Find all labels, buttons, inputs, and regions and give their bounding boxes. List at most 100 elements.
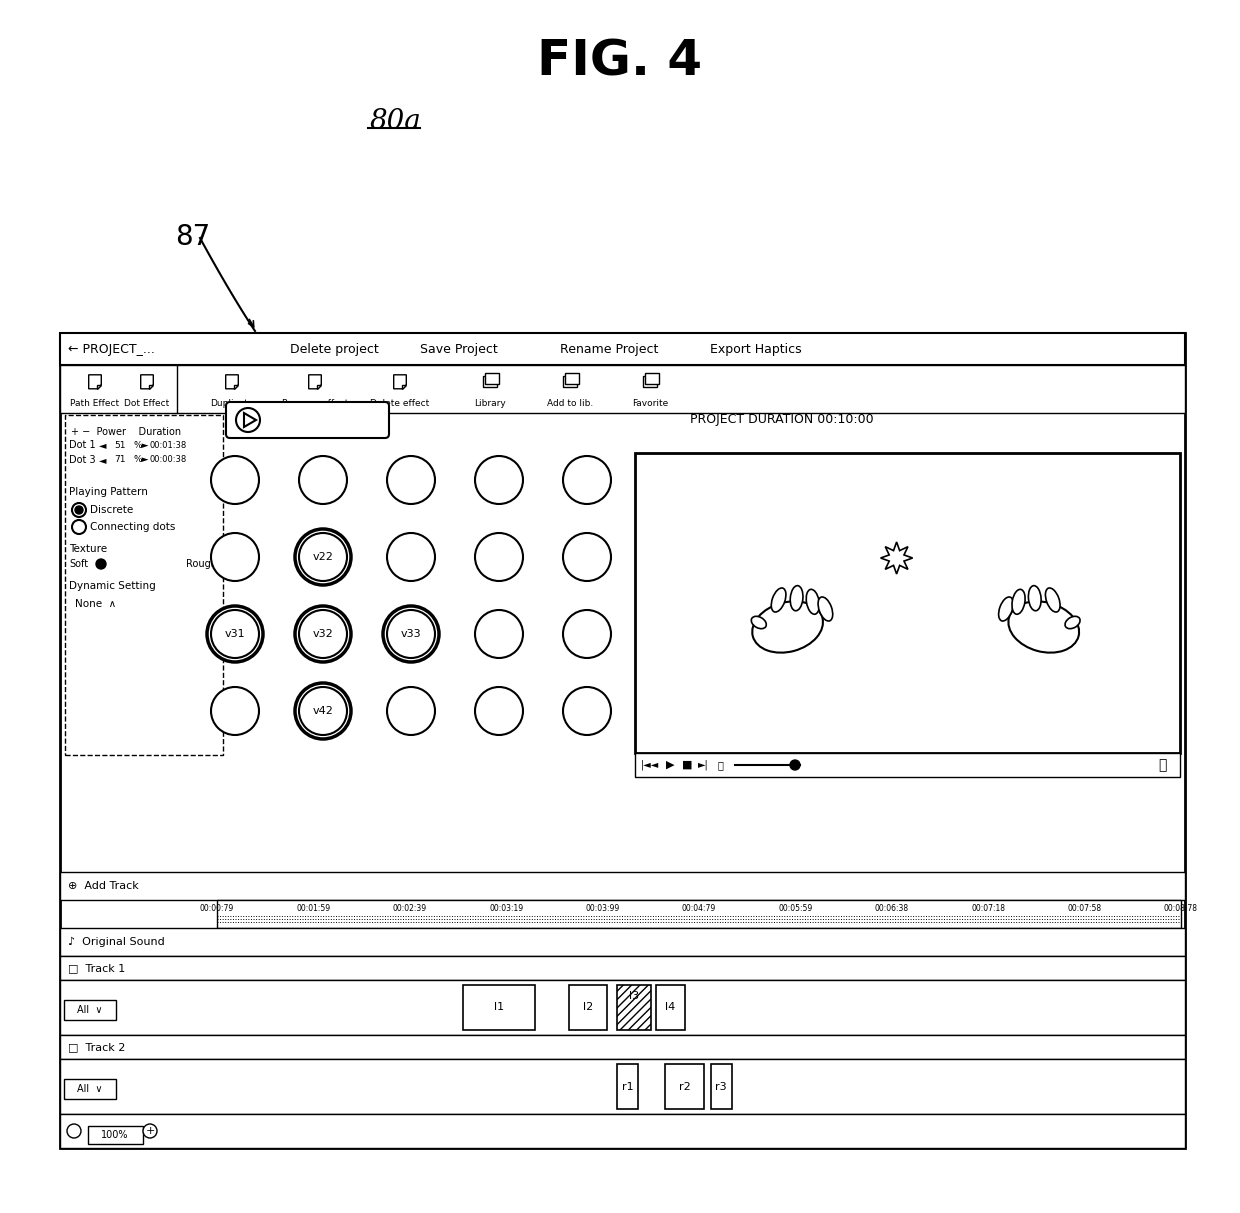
Text: Library: Library: [474, 399, 506, 408]
Circle shape: [563, 533, 611, 581]
Circle shape: [563, 456, 611, 503]
Text: All  ∨: All ∨: [77, 1006, 103, 1015]
Bar: [635, 753, 1180, 778]
Circle shape: [475, 456, 523, 503]
Text: Path Effect: Path Effect: [71, 399, 119, 408]
Text: Dot 1: Dot 1: [69, 440, 95, 450]
Ellipse shape: [771, 588, 786, 613]
Circle shape: [387, 533, 435, 581]
Bar: [60, 1059, 1185, 1114]
Circle shape: [387, 687, 435, 735]
Bar: [64, 1080, 117, 1099]
Circle shape: [211, 533, 259, 581]
Polygon shape: [880, 542, 913, 574]
Text: Dynamic Setting: Dynamic Setting: [69, 581, 156, 591]
Text: l3: l3: [629, 991, 639, 1001]
Text: None  ∧: None ∧: [74, 599, 117, 609]
Circle shape: [236, 408, 260, 432]
Text: ►|: ►|: [698, 759, 708, 770]
Text: Delete effect: Delete effect: [371, 399, 429, 408]
Text: Soft: Soft: [69, 559, 88, 569]
Text: 80a: 80a: [370, 108, 420, 135]
Text: ♪  Original Sound: ♪ Original Sound: [68, 936, 165, 947]
Circle shape: [299, 456, 347, 503]
Text: 00:07:58: 00:07:58: [1068, 904, 1101, 913]
Text: Connecting dots: Connecting dots: [91, 522, 175, 533]
Text: r1: r1: [621, 1082, 634, 1092]
Ellipse shape: [818, 597, 833, 621]
Text: v32: v32: [312, 630, 334, 639]
Bar: [665, 1064, 704, 1109]
Circle shape: [95, 559, 105, 569]
Bar: [656, 985, 684, 1030]
Text: Texture: Texture: [69, 543, 107, 554]
Circle shape: [295, 683, 351, 739]
Bar: [485, 374, 498, 385]
Circle shape: [563, 687, 611, 735]
Circle shape: [475, 687, 523, 735]
Ellipse shape: [1045, 588, 1060, 613]
Text: 00:05:59: 00:05:59: [779, 904, 812, 913]
Text: □  Track 2: □ Track 2: [68, 1042, 125, 1052]
Circle shape: [475, 610, 523, 657]
Text: Delete project: Delete project: [290, 342, 378, 355]
Text: %►: %►: [133, 456, 149, 465]
Text: PROJECT DURATION 00:10:00: PROJECT DURATION 00:10:00: [689, 414, 874, 427]
Text: 🔊: 🔊: [717, 761, 723, 770]
Text: +: +: [145, 1126, 155, 1137]
Circle shape: [295, 529, 351, 585]
Text: 100%: 100%: [102, 1131, 129, 1140]
Text: 00:04:79: 00:04:79: [682, 904, 717, 913]
Text: 00:00:79: 00:00:79: [200, 904, 234, 913]
Text: ⊕  Add Track: ⊕ Add Track: [68, 881, 139, 892]
Polygon shape: [309, 375, 321, 389]
Text: 71: 71: [114, 456, 125, 465]
Ellipse shape: [998, 597, 1013, 621]
Bar: [60, 928, 1185, 956]
Circle shape: [72, 520, 86, 534]
Circle shape: [383, 606, 439, 662]
Circle shape: [387, 456, 435, 503]
Text: □  Track 1: □ Track 1: [68, 963, 125, 973]
Text: 51: 51: [114, 440, 125, 450]
Bar: [644, 376, 657, 387]
Text: Save Project: Save Project: [420, 342, 497, 355]
Circle shape: [74, 506, 83, 514]
Text: Favorite: Favorite: [632, 399, 668, 408]
Circle shape: [72, 503, 86, 517]
Ellipse shape: [753, 602, 823, 653]
Text: v31: v31: [224, 630, 246, 639]
Text: 00:02:39: 00:02:39: [393, 904, 427, 913]
Circle shape: [299, 533, 347, 581]
Text: r3: r3: [715, 1082, 727, 1092]
Circle shape: [211, 687, 259, 735]
Bar: [463, 985, 536, 1030]
Polygon shape: [140, 375, 154, 389]
Bar: [64, 415, 223, 754]
Polygon shape: [234, 385, 238, 389]
Bar: [60, 1035, 1185, 1059]
Text: v33: v33: [401, 630, 422, 639]
Polygon shape: [402, 385, 407, 389]
Bar: [60, 1114, 1185, 1147]
Text: 87: 87: [175, 223, 211, 251]
Bar: [635, 452, 1180, 753]
Text: v22: v22: [312, 552, 334, 562]
Text: 00:07:18: 00:07:18: [971, 904, 1006, 913]
Ellipse shape: [1008, 602, 1079, 653]
Text: Add to lib.: Add to lib.: [547, 399, 593, 408]
Text: 00:01:38: 00:01:38: [149, 440, 186, 450]
Circle shape: [67, 1124, 81, 1138]
Circle shape: [563, 610, 611, 657]
Bar: [69, 596, 157, 613]
Text: 00:03:19: 00:03:19: [489, 904, 523, 913]
Text: Rename effect: Rename effect: [281, 399, 348, 408]
Bar: [60, 872, 1185, 900]
Text: Rename Project: Rename Project: [560, 342, 658, 355]
Text: |◄◄: |◄◄: [641, 759, 660, 770]
Text: Rough: Rough: [186, 559, 217, 569]
Bar: [484, 376, 497, 387]
Text: 00:06:38: 00:06:38: [874, 904, 909, 913]
Polygon shape: [394, 375, 407, 389]
Bar: [618, 985, 651, 1030]
